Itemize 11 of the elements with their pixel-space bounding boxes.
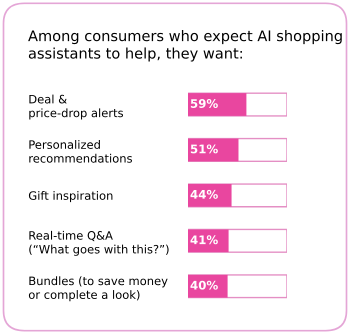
data-label: 40% [190,280,218,290]
y-tick-label: Gift inspiration [28,191,112,202]
data-label: 44% [190,190,218,199]
y-tick-label: Real-time Q&A (“What goes with this?”) [29,230,169,256]
chart-title: Among consumers who expect AI shopping assistants to help, they want: [28,30,342,62]
y-tick-label: Deal & price-drop alerts [29,94,124,120]
y-tick-label: Personalized recommendations [29,140,132,163]
data-label: 41% [190,235,218,244]
y-tick-label: Bundles (to save money or complete a look) [28,276,168,302]
data-label: 51% [190,144,218,154]
data-label: 59% [190,99,218,108]
